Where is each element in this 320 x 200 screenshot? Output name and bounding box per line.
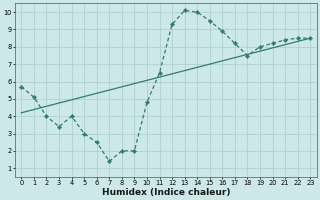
X-axis label: Humidex (Indice chaleur): Humidex (Indice chaleur) bbox=[101, 188, 230, 197]
